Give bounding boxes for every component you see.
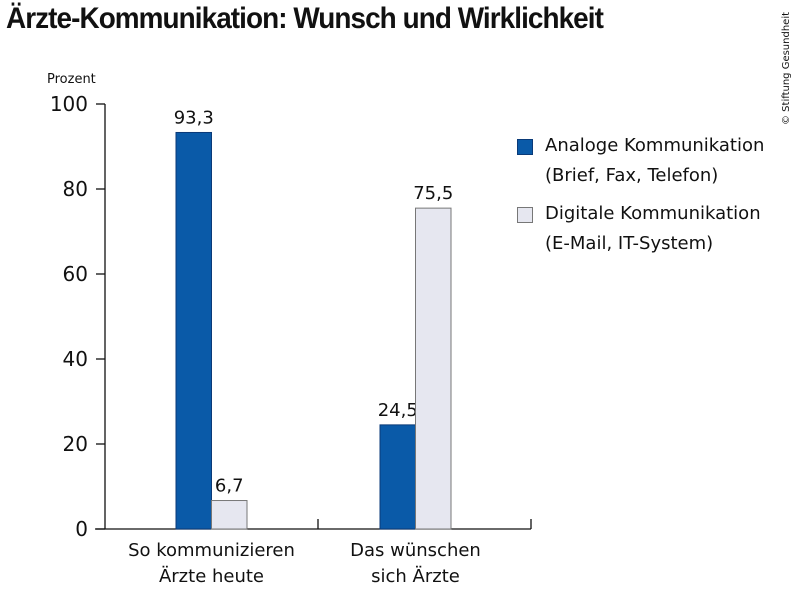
- bar-digital: [211, 500, 248, 530]
- y-tick-label: 0: [75, 517, 88, 541]
- legend-item-analog: Analoge Kommunikation (Brief, Fax, Telef…: [517, 135, 764, 191]
- legend-item-digital: Digitale Kommunikation (E-Mail, IT-Syste…: [517, 203, 761, 259]
- chart-title: Ärzte-Kommunikation: Wunsch und Wirklich…: [6, 2, 604, 35]
- legend-label-analog: Analoge Kommunikation: [545, 135, 765, 156]
- y-tick-label: 80: [63, 177, 88, 201]
- legend-detail-digital: (E-Mail, IT-System): [545, 233, 714, 254]
- data-label: 24,5: [378, 400, 418, 421]
- x-category-label: So kommunizieren: [128, 540, 295, 561]
- y-tick-label: 40: [63, 347, 88, 371]
- data-label: 93,3: [174, 107, 214, 128]
- y-tick-label: 20: [63, 432, 88, 456]
- legend-label-digital: Digitale Kommunikation: [545, 203, 761, 224]
- y-tick-label: 60: [63, 262, 88, 286]
- x-category-label: Das wünschen: [350, 540, 481, 561]
- x-category-label: Ärzte heute: [159, 566, 264, 587]
- y-tick-label: 100: [50, 92, 88, 116]
- legend-swatch-analog: [517, 139, 533, 155]
- y-axis-label: Prozent: [47, 72, 96, 87]
- data-label: 6,7: [215, 476, 244, 497]
- legend-swatch-digital: [517, 207, 533, 223]
- bar-analog: [379, 424, 416, 530]
- legend-detail-analog: (Brief, Fax, Telefon): [545, 165, 719, 186]
- bar-analog: [175, 131, 212, 530]
- x-category-label: sich Ärzte: [371, 566, 460, 587]
- bar-digital: [415, 207, 452, 530]
- data-label: 75,5: [413, 183, 453, 204]
